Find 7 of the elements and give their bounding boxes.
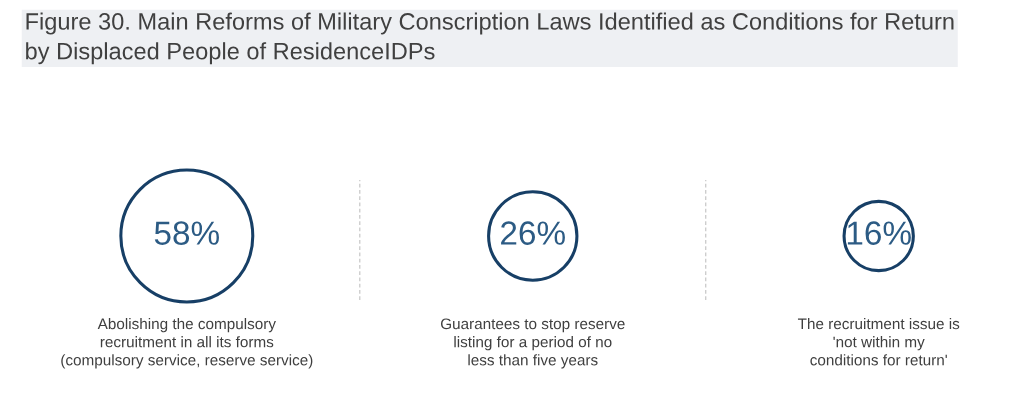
text: Figure 30. Main Reforms of Military Conscription Laws Identified as Conditions for Return by Displaced People of ResidenceIDPs (26, 12, 954, 65)
data-label: 26% (501, 221, 565, 245)
category-label: Abolishing the compulsory recruitment in all its forms (compulsory service, reserve service) (61, 318, 313, 369)
category-label: The recruitment issue is 'not within my conditions for return' (797, 318, 960, 366)
category-label: Guarantees to stop reserve listing for a period of no less than five years (440, 318, 625, 369)
data-label: 58% (154, 221, 219, 245)
data-label: 16% (847, 221, 911, 245)
